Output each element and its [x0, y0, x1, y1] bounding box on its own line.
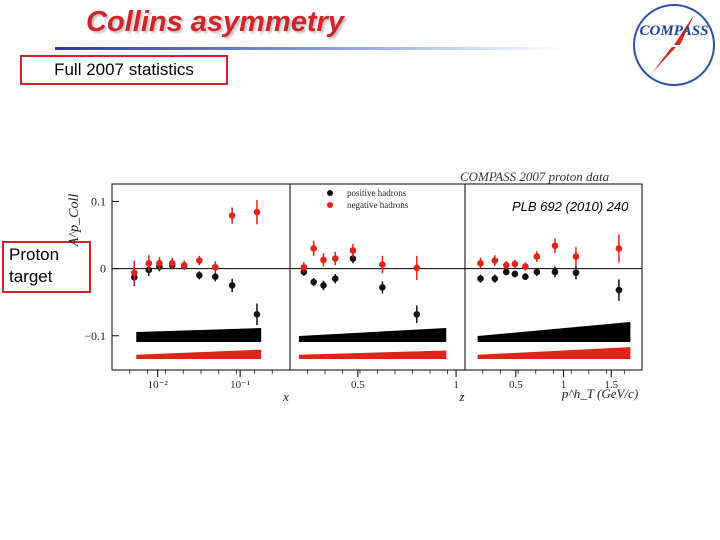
data-point-negative	[196, 257, 203, 264]
data-point-negative	[331, 255, 339, 262]
legend-label-positive: positive hadrons	[347, 188, 407, 198]
x-axis-label: p^h_T (GeV/c)	[561, 386, 638, 401]
data-point-positive	[413, 310, 421, 318]
systematic-band-negative	[298, 350, 447, 359]
systematic-band-positive	[298, 328, 447, 342]
data-point-negative	[477, 259, 484, 267]
data-point-positive	[212, 273, 219, 280]
data-point-negative	[320, 256, 327, 264]
y-tick-label: 0.1	[91, 194, 106, 208]
data-point-negative	[413, 264, 421, 272]
systematic-band-positive	[136, 328, 262, 342]
legend: positive hadrons negative hadrons	[327, 188, 409, 210]
data-point-positive	[502, 268, 510, 276]
data-point-negative	[379, 261, 386, 268]
data-point-positive	[551, 268, 559, 276]
data-point-positive	[228, 282, 236, 289]
systematic-band-positive	[477, 322, 631, 342]
data-point-negative	[180, 261, 188, 269]
x-tick-label: 1	[561, 379, 567, 391]
data-point-negative	[130, 269, 138, 276]
statistics-label: Full 2007 statistics	[20, 55, 228, 85]
data-point-positive	[533, 268, 541, 276]
chart-marks: 0.10−0.110⁻² 10⁻¹x0.5 1z0.5 1 1.5p^h_T (GeV/…	[84, 194, 642, 404]
data-point-negative	[300, 263, 308, 271]
data-point-positive	[349, 255, 357, 262]
data-point-negative	[533, 253, 541, 260]
x-axis-label: z	[458, 389, 464, 404]
data-point-negative	[310, 245, 317, 252]
data-point-negative	[156, 259, 163, 267]
data-point-negative	[145, 259, 153, 267]
x-tick-label: 0.5	[351, 379, 365, 391]
title-underline	[55, 47, 565, 50]
data-point-positive	[511, 270, 519, 278]
systematic-band-negative	[477, 347, 631, 359]
logo-text: COMPASS	[640, 23, 709, 39]
y-axis-label: A^p_Coll	[67, 194, 82, 248]
data-point-negative	[511, 260, 519, 268]
data-point-positive	[310, 278, 317, 286]
data-point-positive	[491, 275, 499, 282]
data-point-negative	[253, 208, 261, 216]
data-point-positive	[379, 284, 386, 291]
data-point-negative	[349, 247, 357, 254]
data-point-positive	[572, 269, 580, 276]
data-point-positive	[331, 275, 339, 282]
data-point-positive	[253, 310, 261, 318]
data-point-positive	[615, 286, 623, 294]
data-point-negative	[572, 253, 580, 260]
y-tick-label: −0.1	[84, 329, 106, 343]
y-axis-title: A^p_Coll	[67, 194, 82, 248]
x-tick-label: 10⁻²	[148, 379, 169, 391]
legend-marker-positive	[327, 190, 333, 196]
data-point-negative	[228, 212, 236, 219]
x-axis-label: x	[282, 389, 289, 404]
data-point-positive	[320, 282, 327, 289]
data-point-negative	[502, 261, 510, 269]
data-point-negative	[551, 242, 559, 250]
target-label: Proton target	[2, 241, 91, 293]
data-point-positive	[477, 275, 484, 282]
x-tick-label: 1.5	[604, 379, 618, 391]
compass-logo: COMPASS	[633, 4, 715, 86]
y-tick-label: 0	[100, 262, 106, 276]
legend-label-negative: negative hadrons	[347, 200, 409, 210]
data-point-positive	[196, 272, 203, 279]
x-tick-label: 10⁻¹	[230, 379, 250, 391]
data-point-positive	[522, 273, 529, 280]
data-point-negative	[168, 259, 176, 267]
chart-title: COMPASS 2007 proton data	[460, 169, 610, 184]
slide-title: Collins asymmetry	[86, 6, 344, 38]
data-point-negative	[212, 263, 219, 271]
reference-label: PLB 692 (2010) 240	[512, 199, 629, 214]
x-tick-label: 0.5	[509, 379, 523, 391]
data-point-negative	[491, 257, 499, 264]
data-point-negative	[522, 263, 529, 270]
x-tick-label: 1	[453, 379, 459, 391]
data-point-negative	[615, 245, 623, 252]
systematic-band-negative	[136, 349, 262, 359]
legend-marker-negative	[327, 202, 333, 208]
